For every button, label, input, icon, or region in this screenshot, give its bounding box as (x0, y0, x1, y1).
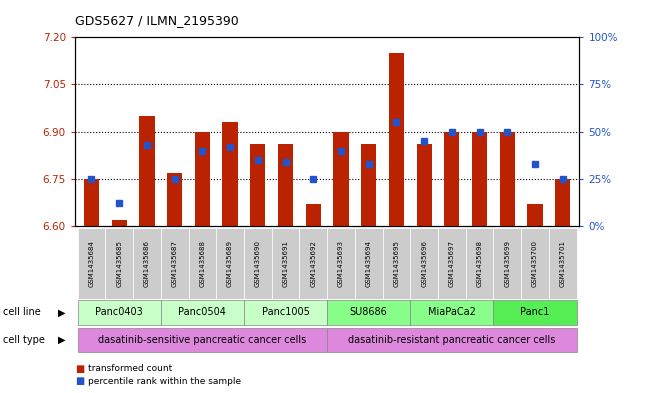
Bar (555, 179, 570, 226)
Bar (278, 144, 293, 226)
Text: percentile rank within the sample: percentile rank within the sample (88, 377, 241, 386)
FancyBboxPatch shape (493, 228, 521, 299)
FancyBboxPatch shape (189, 228, 216, 299)
FancyBboxPatch shape (77, 300, 161, 325)
FancyBboxPatch shape (327, 300, 410, 325)
Text: ■: ■ (75, 376, 84, 386)
Text: GSM1435686: GSM1435686 (144, 240, 150, 287)
Text: ■: ■ (75, 364, 84, 374)
Bar (223, 122, 238, 226)
Bar (333, 132, 349, 226)
FancyBboxPatch shape (244, 300, 327, 325)
FancyBboxPatch shape (77, 328, 327, 352)
Bar (417, 144, 432, 226)
FancyBboxPatch shape (327, 228, 355, 299)
FancyBboxPatch shape (161, 300, 244, 325)
Bar (111, 220, 127, 226)
Bar (250, 144, 266, 226)
Text: GSM1435701: GSM1435701 (560, 240, 566, 287)
FancyBboxPatch shape (521, 228, 549, 299)
FancyBboxPatch shape (438, 228, 465, 299)
FancyBboxPatch shape (161, 228, 189, 299)
Text: GSM1435694: GSM1435694 (366, 240, 372, 287)
Text: dasatinib-sensitive pancreatic cancer cells: dasatinib-sensitive pancreatic cancer ce… (98, 335, 307, 345)
Text: GSM1435692: GSM1435692 (311, 240, 316, 287)
Text: GSM1435691: GSM1435691 (283, 240, 288, 287)
FancyBboxPatch shape (133, 228, 161, 299)
Text: GSM1435697: GSM1435697 (449, 240, 455, 287)
Text: cell type: cell type (3, 335, 45, 345)
Text: Panc1005: Panc1005 (262, 307, 309, 318)
FancyBboxPatch shape (355, 228, 383, 299)
Text: ▶: ▶ (58, 335, 66, 345)
Text: ▶: ▶ (58, 307, 66, 318)
Text: GSM1435696: GSM1435696 (421, 240, 427, 287)
Text: GSM1435695: GSM1435695 (393, 240, 400, 287)
FancyBboxPatch shape (216, 228, 244, 299)
Bar (500, 132, 515, 226)
FancyBboxPatch shape (105, 228, 133, 299)
FancyBboxPatch shape (244, 228, 271, 299)
FancyBboxPatch shape (77, 228, 105, 299)
Text: GSM1435693: GSM1435693 (338, 240, 344, 287)
Text: Panc1: Panc1 (520, 307, 549, 318)
Bar (389, 53, 404, 226)
Text: GSM1435689: GSM1435689 (227, 240, 233, 287)
Text: GSM1435690: GSM1435690 (255, 240, 261, 287)
Bar (472, 132, 487, 226)
FancyBboxPatch shape (299, 228, 327, 299)
Text: SU8686: SU8686 (350, 307, 387, 318)
FancyBboxPatch shape (465, 228, 493, 299)
Bar (444, 132, 460, 226)
Text: GSM1435688: GSM1435688 (199, 240, 205, 287)
FancyBboxPatch shape (493, 300, 577, 325)
Text: GSM1435700: GSM1435700 (532, 240, 538, 287)
Bar (167, 173, 182, 226)
Bar (195, 132, 210, 226)
Bar (527, 204, 543, 226)
Text: MiaPaCa2: MiaPaCa2 (428, 307, 476, 318)
Text: transformed count: transformed count (88, 364, 172, 373)
Text: GSM1435687: GSM1435687 (172, 240, 178, 287)
Text: Panc0403: Panc0403 (95, 307, 143, 318)
Text: GDS5627 / ILMN_2195390: GDS5627 / ILMN_2195390 (75, 15, 239, 28)
Text: Panc0504: Panc0504 (178, 307, 227, 318)
FancyBboxPatch shape (383, 228, 410, 299)
Text: cell line: cell line (3, 307, 41, 318)
Text: GSM1435698: GSM1435698 (477, 240, 482, 287)
FancyBboxPatch shape (271, 228, 299, 299)
Bar (84, 179, 99, 226)
Bar (361, 144, 376, 226)
Text: GSM1435685: GSM1435685 (117, 240, 122, 287)
FancyBboxPatch shape (410, 228, 438, 299)
FancyBboxPatch shape (549, 228, 577, 299)
Bar (305, 204, 321, 226)
Text: GSM1435684: GSM1435684 (89, 240, 94, 287)
Text: GSM1435699: GSM1435699 (505, 240, 510, 287)
Text: dasatinib-resistant pancreatic cancer cells: dasatinib-resistant pancreatic cancer ce… (348, 335, 555, 345)
FancyBboxPatch shape (410, 300, 493, 325)
FancyBboxPatch shape (327, 328, 577, 352)
Bar (139, 116, 154, 226)
